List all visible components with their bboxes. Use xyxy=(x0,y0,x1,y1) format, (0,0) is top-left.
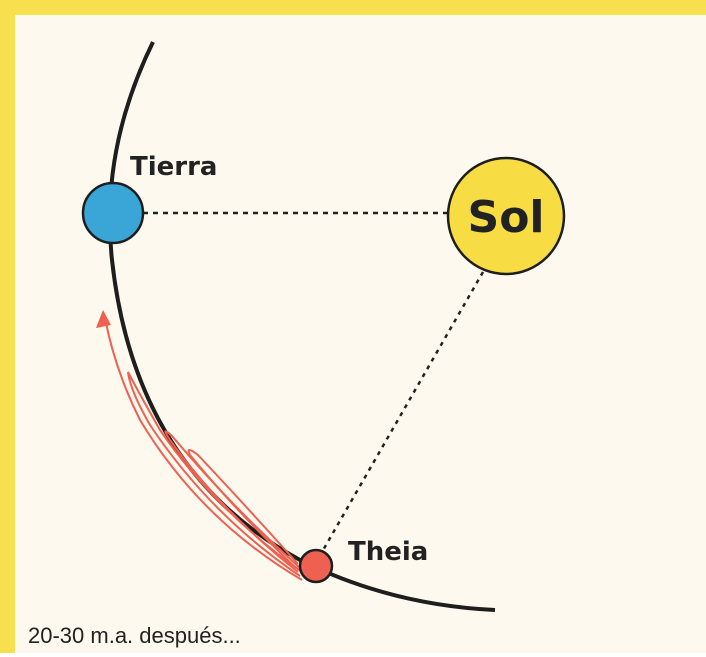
sun xyxy=(446,156,566,276)
earth-label: Tierra xyxy=(130,152,217,182)
spiral-trail xyxy=(104,317,303,581)
caption: 20-30 m.a. después... xyxy=(28,623,241,648)
theia xyxy=(298,548,334,584)
theia-label: Theia xyxy=(348,537,428,567)
arrowhead xyxy=(96,310,111,328)
earth xyxy=(81,181,145,245)
sun-label: Sol xyxy=(468,192,545,243)
background xyxy=(15,15,706,653)
